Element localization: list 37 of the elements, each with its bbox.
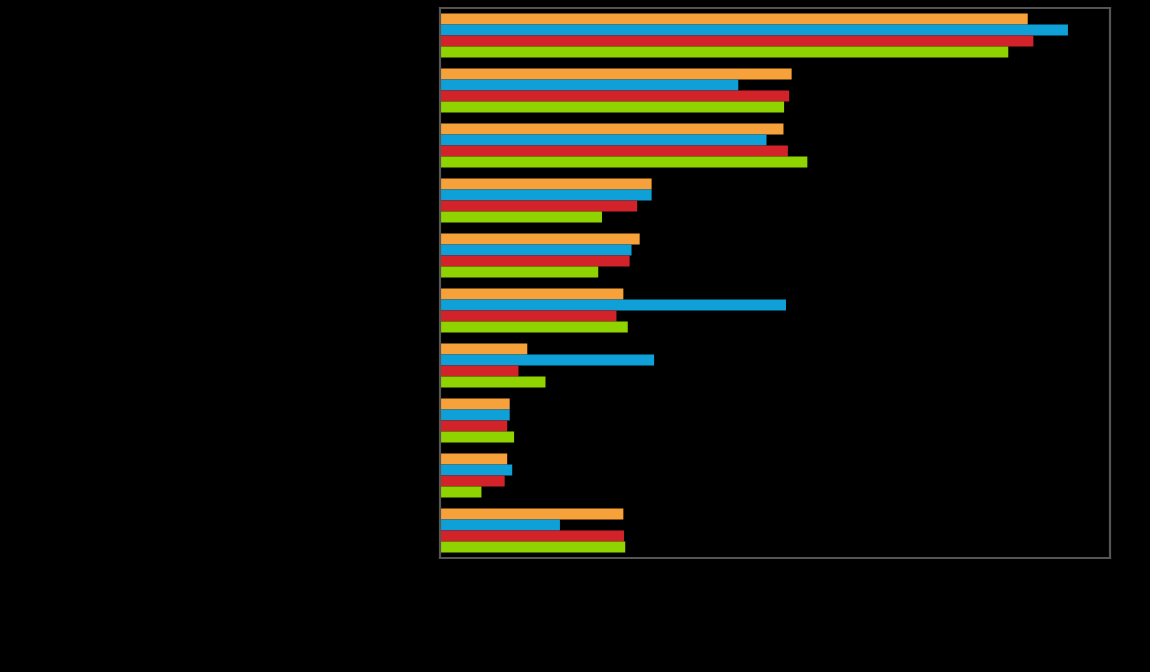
bar [440,211,603,223]
bar [440,233,640,245]
bar [440,101,785,113]
bar [440,46,1009,58]
bar [440,288,624,300]
bar [440,178,652,190]
bar [440,134,767,146]
bar [440,68,792,80]
bar [440,354,655,366]
bar [440,35,1034,47]
bar [440,79,739,91]
bar [440,409,510,421]
bar [440,508,624,520]
bar [440,541,626,553]
bar [440,266,599,278]
bar [440,475,505,487]
bar [440,343,528,355]
bar [440,13,1028,25]
bar [440,376,546,388]
bar [440,156,808,168]
bar [440,398,510,410]
bar [440,519,560,531]
bar [440,310,617,322]
bar [440,255,630,267]
bar [440,431,515,443]
bar [440,299,786,311]
bar [440,453,508,465]
bar [440,200,638,212]
bar [440,123,784,135]
bar [440,145,788,157]
bar [440,90,790,102]
bar [440,321,628,333]
bar [440,189,652,201]
bar [440,24,1068,36]
bar [440,244,632,256]
bar [440,486,482,498]
bar [440,530,624,542]
